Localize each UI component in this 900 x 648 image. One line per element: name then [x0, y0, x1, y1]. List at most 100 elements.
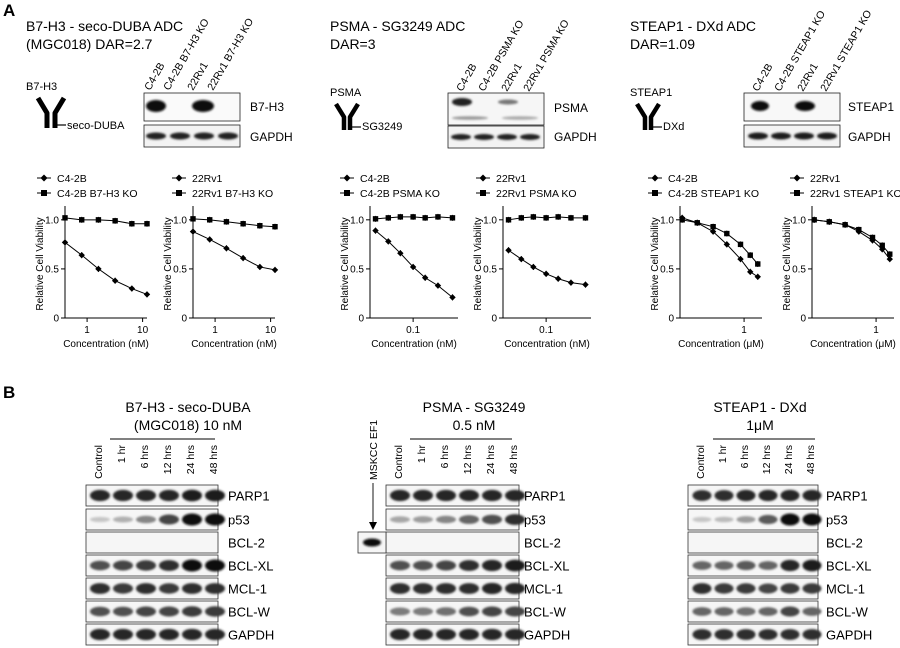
data-point-diamond [505, 247, 512, 254]
blot-band [482, 489, 502, 502]
data-point-diamond [143, 291, 151, 298]
lane-label: 48 hrs [508, 445, 520, 474]
blot-band [714, 629, 734, 640]
blot-band [505, 582, 525, 595]
blot-band [802, 629, 822, 640]
legend-diamond-icon [793, 174, 801, 182]
y-tick-label: 0 [491, 314, 497, 325]
panel-label-b: B [3, 383, 15, 402]
blot-band [505, 514, 525, 525]
blot-row-label: p53 [524, 513, 546, 528]
blot-band [182, 513, 202, 526]
blot-band [714, 583, 734, 594]
legend-label: 22Rv1 PSMA KO [496, 188, 577, 200]
blot-band [205, 583, 225, 594]
blot-band [802, 583, 822, 594]
legend-label: C4-2B B7-H3 KO [57, 188, 138, 200]
blot-row-label: PARP1 [228, 489, 270, 504]
group-steap1: STEAP1 - DXd ADC DAR=1.09 STEAP1 DXd C4-… [630, 8, 894, 148]
blot-row-label: PARP1 [524, 489, 566, 504]
group-title-line2: (MGC018) DAR=2.7 [26, 36, 153, 52]
blot-band [758, 561, 778, 570]
panel-label-a: A [3, 1, 15, 20]
data-point-square [826, 219, 832, 225]
blot-band [802, 513, 822, 526]
y-axis-label: Relative Cell Viability [163, 217, 174, 310]
x-axis-label: Concentration (μM) [678, 339, 764, 350]
lane-label: 12 hrs [162, 445, 174, 474]
x-tick-label: 10 [137, 325, 149, 336]
blot-frame [687, 531, 819, 554]
blot-band [390, 560, 410, 571]
payload-label: SG3249 [362, 121, 402, 133]
blot-band [113, 628, 133, 641]
x-axis-label: Concentration (nM) [63, 339, 149, 350]
blot-row-label: BCL-W [524, 605, 567, 620]
group-b7h3: B7-H3 - seco-DUBA ADC (MGC018) DAR=2.7 B… [26, 16, 293, 148]
blot-band [182, 628, 202, 641]
data-point-square [79, 217, 85, 223]
lane-label: 6 hrs [139, 445, 151, 468]
antibody-icon [635, 102, 662, 130]
data-point-square [518, 215, 524, 221]
data-point-square [747, 252, 753, 258]
blot-band [459, 489, 479, 502]
lane-label: Control [393, 445, 405, 479]
blot-row: PARP1 [385, 484, 566, 507]
lane-label: 22Rv1 PSMA KO [521, 18, 572, 94]
blot-row: MCL-1 [85, 577, 267, 600]
x-tick-label: 1 [84, 325, 90, 336]
blot-band [113, 606, 133, 617]
blot-band [802, 607, 822, 616]
blot-band [736, 629, 756, 640]
blot-band [482, 582, 502, 595]
blot-band [90, 516, 110, 523]
blot-band [780, 489, 800, 502]
data-point-square [811, 217, 817, 223]
blot-band [413, 628, 433, 641]
blot-row-label: p53 [228, 513, 250, 528]
data-point-square [95, 217, 102, 223]
blot-frame [85, 531, 219, 554]
antibody-label: STEAP1 [630, 87, 672, 99]
blot-row: PARP1 [687, 484, 868, 507]
legend-square-icon [344, 190, 350, 196]
data-point-square [879, 242, 885, 249]
legend-diamond-icon [651, 174, 659, 182]
blot-gapdh [447, 125, 545, 149]
blot-row-label: BCL-2 [826, 536, 863, 551]
series-line [192, 218, 276, 228]
blot-row: MCL-1 [385, 577, 563, 600]
blot-row: BCL-XL [85, 554, 274, 577]
group-title-line2: DAR=3 [330, 36, 376, 52]
legend-label: 22Rv1 [192, 173, 223, 185]
blot-row-label: BCL-W [826, 605, 869, 620]
legend-label: 22Rv1 [810, 173, 841, 185]
arrow-head-icon [369, 522, 377, 530]
blot-row: BCL-2 [385, 531, 561, 554]
data-point-diamond [61, 239, 69, 246]
group-title-line1: STEAP1 - DXd ADC [630, 18, 756, 34]
blot-gapdh [143, 124, 241, 148]
data-point-diamond [530, 263, 537, 271]
y-axis-label: Relative Cell Viability [473, 217, 484, 310]
blot-row: PARP1 [85, 484, 270, 507]
blot-band [390, 583, 410, 594]
blot-band [436, 607, 456, 616]
blot-row-label: GAPDH [848, 130, 891, 144]
antibody-icon [334, 102, 361, 130]
blot-row: p53 [385, 508, 546, 531]
blot-band [692, 583, 712, 594]
y-tick-label: 0.5 [483, 264, 497, 275]
data-point-diamond [95, 265, 102, 273]
blot-band [159, 606, 179, 617]
timecourse-title-line1: PSMA - SG3249 [423, 399, 526, 415]
timecourse-psma: PSMA - SG3249 0.5 nM MSKCC EF1 [368, 399, 526, 530]
y-tick-label: 1.0 [660, 215, 674, 226]
blot-row-label: MCL-1 [524, 582, 563, 597]
blot-band [436, 489, 456, 502]
blot-band [505, 606, 525, 617]
blot-band [736, 560, 756, 571]
blot-band [482, 628, 502, 641]
